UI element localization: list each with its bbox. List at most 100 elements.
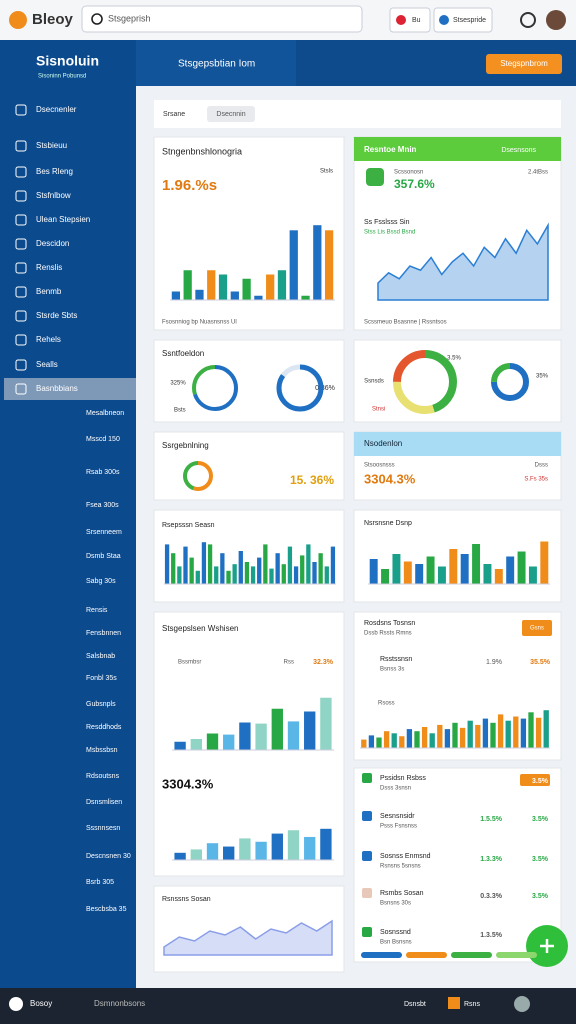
- chip-text: Bu: [412, 17, 421, 24]
- bar: [517, 551, 526, 584]
- stat-icon: [362, 851, 372, 861]
- label: Scssonosn: [394, 170, 423, 176]
- bar: [287, 830, 300, 860]
- bar: [195, 289, 204, 300]
- area: [163, 919, 333, 956]
- nav-subitem: Salsbnab: [86, 653, 115, 660]
- stat-sub: Bsn Bsnsns: [380, 940, 412, 946]
- stat-title: Sesnsnsidr: [380, 813, 415, 820]
- nav-subitem: Descnsnen 30: [86, 853, 131, 860]
- stat-value: 3.5%: [532, 856, 549, 863]
- bar: [201, 542, 207, 584]
- bar: [174, 852, 186, 860]
- label: 0.36%: [315, 385, 335, 392]
- chart-sub: Stss Lis Bssd Bsnd: [364, 230, 415, 236]
- card-title: Stngenbnshlonogria: [162, 146, 242, 156]
- bar: [437, 566, 446, 584]
- header-button[interactable]: [486, 54, 562, 74]
- bar: [383, 731, 390, 748]
- bar: [391, 733, 397, 748]
- donut-segment: [276, 364, 324, 412]
- progress-segment: [496, 952, 537, 958]
- bar: [206, 733, 219, 750]
- stat-icon: [362, 773, 372, 783]
- donut-segment: [192, 365, 238, 411]
- filter-chip[interactable]: [207, 106, 255, 122]
- logo-icon: [9, 11, 27, 29]
- bar: [513, 716, 519, 748]
- sidebar-title: Sisnoluin: [36, 53, 99, 69]
- note: Scssmeuo Bsasnne | Rssntsos: [364, 320, 447, 326]
- bar: [494, 569, 503, 584]
- bar: [452, 722, 458, 748]
- bar: [255, 723, 267, 750]
- card-value: 357.6%: [394, 177, 435, 191]
- bar: [475, 724, 481, 748]
- bar: [239, 838, 251, 860]
- bar: [304, 836, 316, 860]
- bar: [190, 739, 202, 750]
- nav-icon: [15, 383, 27, 395]
- progress-segment: [361, 952, 402, 958]
- nav-icon: [15, 286, 27, 298]
- nav-subitem: Rensis: [86, 607, 108, 614]
- bar: [505, 720, 511, 748]
- nav-item: Sealls: [36, 360, 58, 369]
- label: 3.5%: [447, 356, 461, 362]
- card-badge: [522, 620, 552, 636]
- bar: [223, 734, 235, 750]
- chip[interactable]: [389, 7, 431, 33]
- stat-value: 0.3.3%: [480, 893, 503, 900]
- note: Fsosnniog bp Nuasnsnss Ul: [162, 320, 237, 326]
- header-search[interactable]: [136, 40, 296, 86]
- bar: [460, 554, 469, 584]
- card-value: 15. 36%: [290, 473, 334, 487]
- bar: [444, 729, 451, 748]
- nav-item: Bes Rleng: [36, 167, 73, 176]
- nav-icon: [15, 214, 27, 226]
- bar: [312, 562, 317, 584]
- settings-icon[interactable]: [520, 12, 536, 28]
- bar: [376, 737, 382, 748]
- label: Dsss: [535, 463, 548, 469]
- footer-avatar[interactable]: [514, 996, 530, 1012]
- footer: [0, 988, 576, 1024]
- bar: [218, 274, 228, 300]
- nav-subitem: Fensbnnen: [86, 630, 121, 637]
- bar: [403, 561, 412, 584]
- label: 1.9%: [486, 659, 502, 666]
- nav-item: Rehels: [36, 335, 61, 344]
- avatar[interactable]: [546, 10, 566, 30]
- search-box[interactable]: [81, 5, 363, 33]
- bar: [415, 564, 424, 584]
- card-header-text: Dsesnsons: [501, 147, 536, 154]
- legend: Bsts: [174, 408, 186, 414]
- label: 2.4tBss: [528, 170, 548, 176]
- bar: [190, 849, 202, 860]
- bar: [257, 557, 262, 584]
- bar: [289, 230, 298, 300]
- bar: [304, 711, 316, 750]
- bar: [482, 718, 489, 748]
- stat-icon: [362, 811, 372, 821]
- bar: [483, 564, 492, 584]
- nav-icon: [15, 190, 27, 202]
- bar: [293, 566, 299, 584]
- bar: [232, 564, 237, 584]
- bar: [269, 568, 274, 584]
- nav-item: Descidon: [36, 239, 69, 248]
- bar: [318, 553, 323, 584]
- stat-title: Sosnss Enmsnd: [380, 853, 431, 860]
- card-header-text: Resntoe Mnin: [364, 145, 417, 154]
- bar: [277, 270, 287, 300]
- bar: [381, 569, 390, 584]
- stat-sub: Psss Fsnsnss: [380, 824, 417, 830]
- button-text: Stsespride: [453, 17, 486, 24]
- bar: [543, 710, 549, 748]
- nav-subitem: Dsnsmlisen: [86, 799, 122, 806]
- card-title: Nsrsnsne Dsnp: [364, 520, 412, 527]
- donut-segment: [183, 461, 213, 491]
- area: [377, 222, 549, 301]
- label: Rss: [284, 660, 294, 666]
- top-button[interactable]: [433, 7, 493, 33]
